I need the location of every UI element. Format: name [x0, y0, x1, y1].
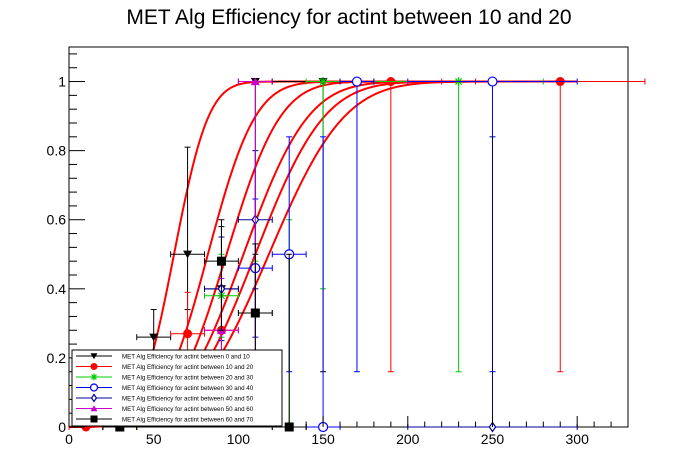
x-tick-label: 250 — [481, 431, 505, 447]
y-tick-label: 0.4 — [47, 281, 67, 297]
plot-frame — [68, 46, 629, 428]
legend-entry: MET Alg Efficiency for actint between 10… — [122, 364, 254, 371]
x-tick-label: 100 — [227, 431, 251, 447]
data-point — [90, 405, 98, 412]
marker-stroke — [319, 77, 327, 86]
x-tick-label: 150 — [311, 431, 335, 447]
y-tick-label: 0.6 — [47, 212, 67, 228]
data-point — [183, 250, 193, 259]
data-point — [90, 393, 98, 403]
x-tick-label: 0 — [65, 431, 73, 447]
data-point — [89, 383, 99, 392]
legend-entry: MET Alg Efficiency for actint between 0 … — [122, 354, 250, 361]
x-tick-label: 50 — [146, 431, 162, 447]
legend-entry: MET Alg Efficiency for actint between 20… — [122, 375, 254, 382]
x-tick-label: 300 — [566, 431, 590, 447]
data-point — [487, 76, 498, 87]
y-tick-label: 0 — [58, 419, 66, 435]
y-tick-label: 0.2 — [47, 350, 67, 366]
x-tick-label: 200 — [396, 431, 420, 447]
data-point — [216, 256, 226, 266]
legend-entry: MET Alg Efficiency for actint between 60… — [122, 417, 254, 424]
y-tick-label: 0.8 — [47, 143, 67, 159]
data-point — [90, 363, 98, 370]
legend-entry: MET Alg Efficiency for actint between 30… — [122, 385, 254, 392]
chart-title: MET Alg Efficiency for actint between 10… — [126, 6, 571, 29]
data-point — [250, 77, 260, 86]
y-tick-label: 1 — [58, 74, 66, 90]
marker-stroke — [91, 374, 97, 380]
data-point — [183, 329, 193, 339]
data-point — [318, 77, 328, 87]
legend-entry: MET Alg Efficiency for actint between 50… — [122, 406, 254, 413]
data-point — [90, 373, 98, 381]
data-point — [90, 353, 98, 360]
legend: MET Alg Efficiency for actint between 0 … — [71, 349, 283, 427]
legend-entry: MET Alg Efficiency for actint between 40… — [122, 396, 254, 403]
data-point — [351, 76, 363, 87]
data-point — [250, 308, 260, 318]
data-point — [90, 415, 98, 423]
data-point — [149, 333, 159, 342]
